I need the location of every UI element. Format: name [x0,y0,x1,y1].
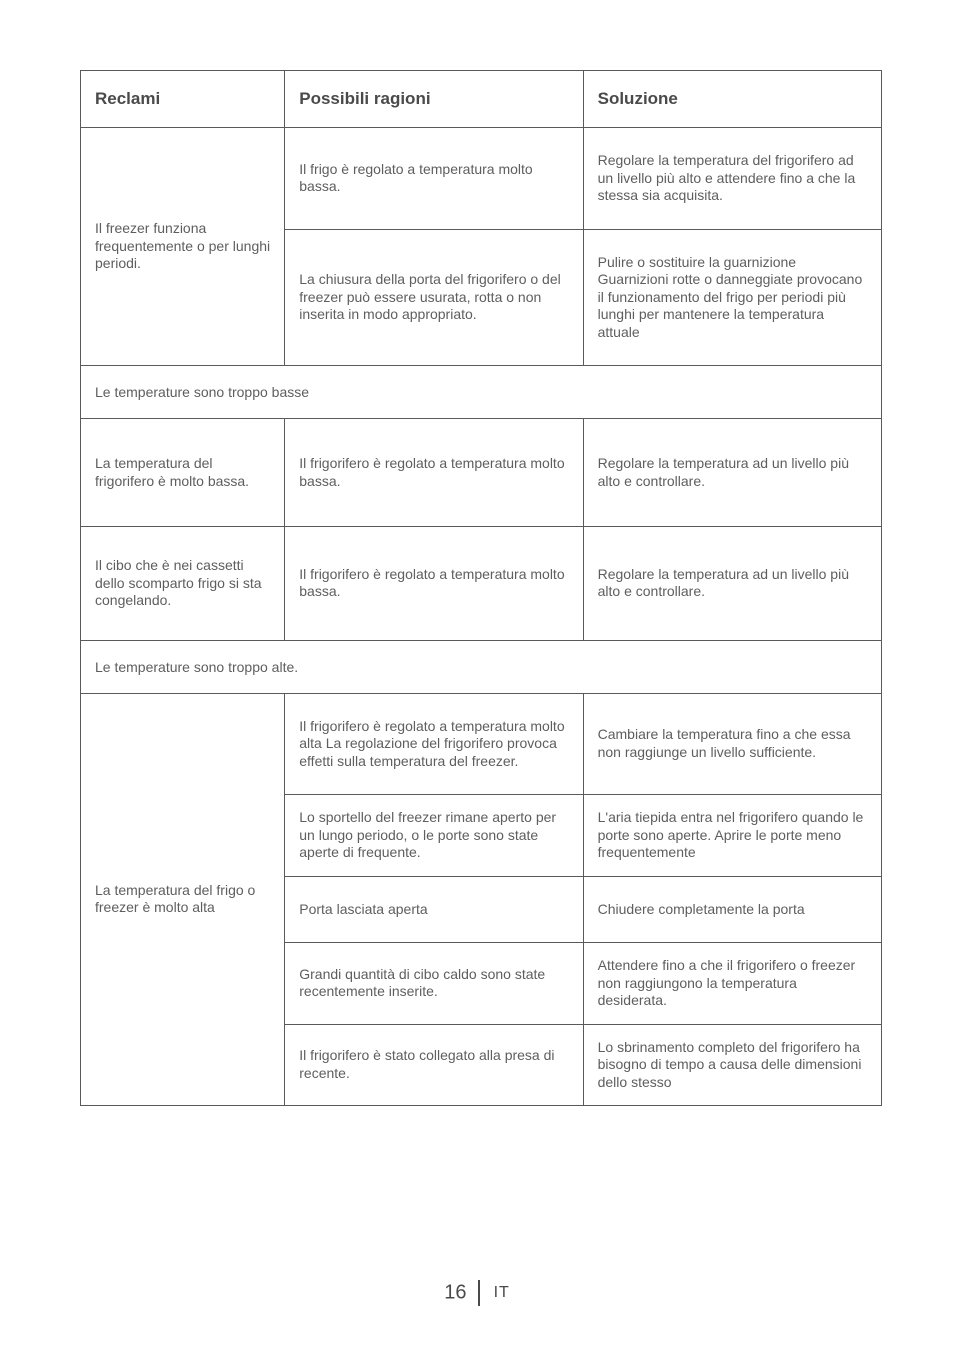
cell-ragione: Il frigo è regolato a temperatura molto … [285,128,583,230]
cell-ragione: Lo sportello del freezer rimane aperto p… [285,795,583,877]
table-section-row: Le temperature sono troppo alte. [81,640,882,693]
cell-ragione: Il frigorifero è regolato a temperatura … [285,419,583,527]
cell-reclami: La temperatura del frigorifero è molto b… [81,419,285,527]
cell-reclami: La temperatura del frigo o freezer è mol… [81,693,285,1106]
language-code: IT [494,1284,510,1301]
cell-ragione: Il frigorifero è regolato a temperatura … [285,693,583,795]
header-ragioni: Possibili ragioni [285,71,583,128]
cell-section-heading: Le temperature sono troppo alte. [81,640,882,693]
page-content: Reclami Possibili ragioni Soluzione Il f… [0,0,954,1106]
cell-ragione: Porta lasciata aperta [285,876,583,943]
cell-soluzione: Attendere fino a che il frigorifero o fr… [583,943,881,1025]
cell-section-heading: Le temperature sono troppo basse [81,366,882,419]
table-header-row: Reclami Possibili ragioni Soluzione [81,71,882,128]
table-row: La temperatura del frigorifero è molto b… [81,419,882,527]
cell-ragione: Grandi quantità di cibo caldo sono state… [285,943,583,1025]
table-section-row: Le temperature sono troppo basse [81,366,882,419]
cell-soluzione: Regolare la temperatura del frigorifero … [583,128,881,230]
cell-ragione: Il frigorifero è stato collegato alla pr… [285,1024,583,1106]
cell-ragione: Il frigorifero è regolato a temperatura … [285,527,583,641]
cell-soluzione: Lo sbrinamento completo del frigorifero … [583,1024,881,1106]
cell-soluzione: L'aria tiepida entra nel frigorifero qua… [583,795,881,877]
cell-soluzione: Regolare la temperatura ad un livello pi… [583,527,881,641]
table-row: La temperatura del frigo o freezer è mol… [81,693,882,795]
page-footer: 16 IT [0,1280,954,1306]
page-number: 16 [444,1281,466,1303]
cell-soluzione: Regolare la temperatura ad un livello pi… [583,419,881,527]
table-row: Il cibo che è nei cassetti dello scompar… [81,527,882,641]
cell-ragione: La chiusura della porta del frigorifero … [285,229,583,366]
cell-soluzione: Cambiare la temperatura fino a che essa … [583,693,881,795]
cell-reclami: Il cibo che è nei cassetti dello scompar… [81,527,285,641]
cell-reclami: Il freezer funziona frequentemente o per… [81,128,285,366]
cell-soluzione: Pulire o sostituire la guarnizione Guarn… [583,229,881,366]
header-soluzione: Soluzione [583,71,881,128]
footer-divider [478,1280,480,1306]
cell-soluzione: Chiudere completamente la porta [583,876,881,943]
table-row: Il freezer funziona frequentemente o per… [81,128,882,230]
troubleshooting-table: Reclami Possibili ragioni Soluzione Il f… [80,70,882,1106]
header-reclami: Reclami [81,71,285,128]
